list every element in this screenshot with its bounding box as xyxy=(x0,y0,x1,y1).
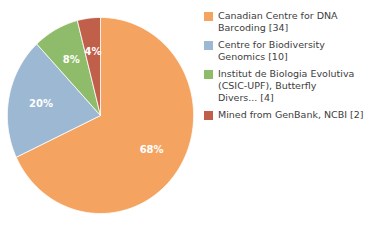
svg-text:68%: 68% xyxy=(140,144,164,155)
svg-text:20%: 20% xyxy=(29,98,53,109)
html-text:Mined from GenBank, NCBI [2]: Mined from GenBank, NCBI [2] xyxy=(218,109,364,120)
svg-text:4%: 4% xyxy=(84,46,101,57)
html-text:Institut de Biologia Evolutiva: Institut de Biologia Evolutiva (CSIC-UPF… xyxy=(218,68,355,103)
html-text:Canadian Centre for DNA Barcod: Canadian Centre for DNA Barcoding [34] xyxy=(218,10,338,33)
html-text:Centre for Biodiversity Genomi: Centre for Biodiversity Genomics [10] xyxy=(218,39,325,62)
svg-text:8%: 8% xyxy=(63,54,80,65)
